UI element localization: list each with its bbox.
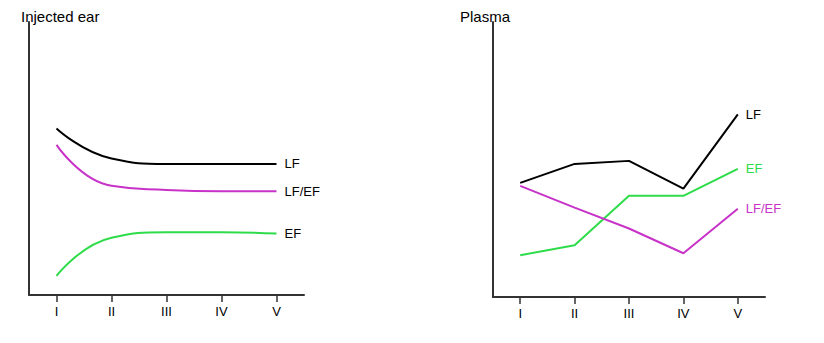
- svg-text:II: II: [571, 306, 578, 321]
- svg-text:V: V: [272, 304, 281, 319]
- svg-text:LF: LF: [285, 156, 300, 171]
- svg-text:V: V: [733, 306, 742, 321]
- svg-text:Injected ear: Injected ear: [21, 8, 99, 25]
- svg-text:Plasma: Plasma: [460, 8, 511, 25]
- svg-text:LF/EF: LF/EF: [285, 184, 320, 199]
- svg-text:IV: IV: [215, 304, 228, 319]
- svg-text:I: I: [518, 306, 522, 321]
- svg-text:LF/EF: LF/EF: [746, 201, 781, 216]
- svg-text:III: III: [624, 306, 635, 321]
- svg-text:LF: LF: [746, 107, 761, 122]
- svg-text:I: I: [55, 304, 59, 319]
- svg-text:EF: EF: [285, 226, 302, 241]
- svg-text:II: II: [108, 304, 115, 319]
- svg-text:IV: IV: [677, 306, 690, 321]
- svg-text:EF: EF: [746, 161, 763, 176]
- svg-text:III: III: [161, 304, 172, 319]
